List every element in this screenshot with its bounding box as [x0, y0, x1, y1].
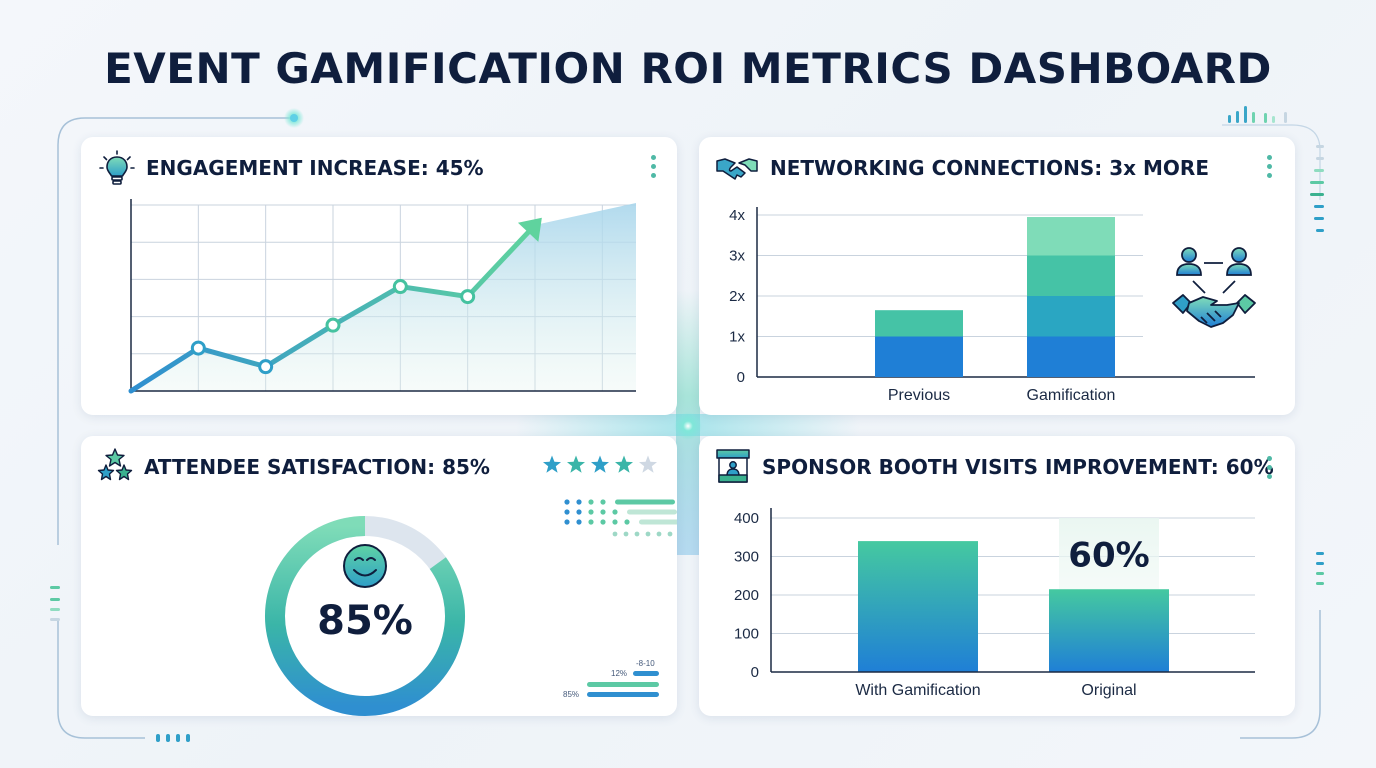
- satisfaction-panel: ATTENDEE SATISFACTION: 85% 85% 12% -8-10 85…: [81, 436, 677, 716]
- engagement-line-chart: [128, 199, 636, 394]
- y-tick-label: 3x: [729, 248, 745, 265]
- y-tick-label: 0: [751, 664, 759, 681]
- sponsor-panel: SPONSOR BOOTH VISITS IMPROVEMENT: 60% 0 1…: [699, 436, 1295, 716]
- deco-label: -8-10: [636, 659, 655, 668]
- trend-arrow-head: [517, 217, 542, 242]
- sponsor-bar-chart: 0 100 200 300 400 With Gamification Original 60…: [734, 508, 1255, 699]
- engagement-panel: ENGAGEMENT INCREASE: 45%: [81, 137, 677, 415]
- donut-value-label: 85%: [317, 598, 413, 644]
- y-tick-label: 400: [734, 510, 759, 527]
- x-category-label: Previous: [888, 387, 950, 404]
- page-title: EVENT GAMIFICATION ROI METRICS DASHBOARD: [104, 44, 1272, 93]
- bar-segment: [1027, 255, 1115, 296]
- bar-segment: [1027, 336, 1115, 377]
- people-handshake-icon: [1172, 247, 1256, 328]
- donut-value-arc: [265, 516, 465, 716]
- star-filled-icon: [567, 455, 585, 473]
- deco-label: 85%: [563, 690, 579, 699]
- data-point: [325, 317, 341, 333]
- y-tick-label: 2x: [729, 288, 745, 305]
- networking-panel-title: NETWORKING CONNECTIONS: 3x MORE: [770, 156, 1209, 180]
- star-empty-icon: [639, 455, 657, 473]
- x-category-label: With Gamification: [855, 682, 980, 699]
- smiley-face-icon: [343, 544, 387, 588]
- data-point: [460, 289, 476, 305]
- star-filled-icon: [543, 455, 561, 473]
- y-tick-label: 200: [734, 587, 759, 604]
- bar-segment: [875, 310, 963, 337]
- bar-segment: [1027, 296, 1115, 337]
- bar-original: [1049, 589, 1169, 672]
- bar-with-gamification: [858, 541, 978, 672]
- stars-icon: [97, 448, 133, 481]
- x-category-label: Original: [1081, 682, 1136, 699]
- satisfaction-panel-title: ATTENDEE SATISFACTION: 85%: [144, 455, 490, 479]
- lightbulb-icon: [99, 150, 135, 185]
- sponsor-panel-title: SPONSOR BOOTH VISITS IMPROVEMENT: 60%: [762, 455, 1274, 479]
- y-tick-label: 1x: [729, 329, 745, 346]
- engagement-panel-title: ENGAGEMENT INCREASE: 45%: [146, 156, 484, 180]
- decor-dots: [564, 499, 677, 697]
- y-tick-label: 100: [734, 626, 759, 643]
- star-filled-icon: [615, 455, 633, 473]
- data-point: [258, 359, 274, 375]
- sponsor-menu-icon[interactable]: [1267, 456, 1273, 483]
- networking-bar-chart: 0 1x 2x 3x 4x Previous Gamification: [729, 207, 1255, 404]
- engagement-menu-icon[interactable]: [651, 155, 657, 182]
- deco-label: 12%: [611, 669, 627, 678]
- star-filled-icon: [591, 455, 609, 473]
- y-tick-label: 0: [737, 369, 745, 386]
- y-tick-label: 4x: [729, 207, 745, 224]
- bar-segment: [1027, 217, 1115, 256]
- y-tick-label: 300: [734, 549, 759, 566]
- annotation-label: 60%: [1068, 536, 1149, 576]
- bar-previous: [875, 310, 963, 377]
- networking-panel: NETWORKING CONNECTIONS: 3x MORE 0 1x 2x 3x 4…: [699, 137, 1295, 415]
- x-category-label: Gamification: [1027, 387, 1116, 404]
- data-point: [392, 279, 408, 295]
- annotation-box: [1059, 518, 1159, 590]
- booth-icon: [716, 449, 750, 483]
- satisfaction-donut-chart: 85% 12% -8-10 85%: [265, 499, 677, 716]
- networking-menu-icon[interactable]: [1267, 155, 1273, 182]
- handshake-icon: [716, 158, 758, 180]
- rating-stars: [543, 455, 657, 473]
- bar-gamification: [1027, 217, 1115, 377]
- data-point: [190, 340, 206, 356]
- bar-segment: [875, 336, 963, 377]
